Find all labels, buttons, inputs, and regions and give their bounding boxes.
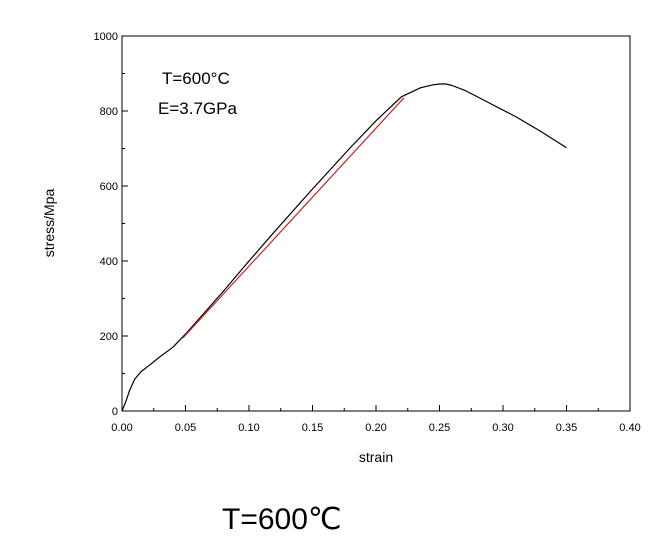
x-tick-label: 0.20 bbox=[365, 422, 386, 434]
x-tick-label: 0.00 bbox=[111, 422, 132, 434]
series-layer bbox=[121, 83, 567, 412]
stress-strain-curve bbox=[121, 83, 567, 412]
x-tick-label: 0.30 bbox=[492, 422, 513, 434]
y-axis-ticks: 0 200 400 600 800 1000 bbox=[94, 31, 128, 418]
x-tick-label: 0.35 bbox=[556, 422, 577, 434]
figure-caption: T=600℃ bbox=[222, 503, 342, 536]
plot-frame bbox=[121, 35, 631, 412]
x-tick-label: 0.05 bbox=[175, 422, 196, 434]
y-tick-label: 200 bbox=[100, 331, 118, 343]
x-axis-label: strain bbox=[359, 449, 393, 465]
x-axis-ticks: 0.00 0.05 0.10 0.15 0.20 0.25 0.30 0.35 0.40 bbox=[111, 405, 641, 434]
y-tick-label: 600 bbox=[100, 181, 118, 193]
y-tick-label: 400 bbox=[100, 256, 118, 268]
y-tick-label: 800 bbox=[100, 106, 118, 118]
x-tick-label: 0.25 bbox=[429, 422, 450, 434]
x-tick-label: 0.15 bbox=[302, 422, 323, 434]
x-tick-label: 0.40 bbox=[619, 422, 640, 434]
y-tick-label: 0 bbox=[112, 406, 118, 418]
y-axis-label: stress/Mpa bbox=[41, 189, 57, 258]
stress-strain-chart: 0.00 0.05 0.10 0.15 0.20 0.25 0.30 0.35 0.40 0 20… bbox=[41, 31, 641, 465]
y-tick-label: 1000 bbox=[94, 31, 118, 43]
x-tick-label: 0.10 bbox=[238, 422, 259, 434]
annotation-modulus: E=3.7GPa bbox=[158, 99, 237, 118]
linear-fit-line bbox=[182, 97, 405, 339]
annotation-temperature: T=600°C bbox=[162, 69, 230, 88]
